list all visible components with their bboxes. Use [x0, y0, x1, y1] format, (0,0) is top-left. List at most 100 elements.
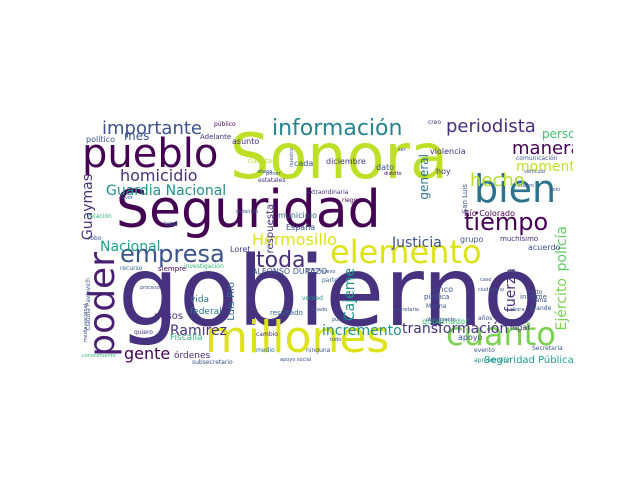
cloud-word: Luis Río [226, 282, 237, 321]
cloud-word: medio [256, 347, 275, 354]
cloud-word: Guaymas [80, 174, 96, 241]
cloud-word: años [478, 315, 493, 322]
cloud-word: secretaria [394, 307, 419, 313]
cloud-word: asunto [232, 137, 260, 146]
cloud-word: apoyo [458, 333, 483, 342]
cloud-word: cambio [256, 331, 278, 338]
cloud-word: ALFONSO DURAZO [252, 267, 328, 276]
cloud-word: grupo [460, 235, 484, 244]
cloud-word: evento [474, 347, 495, 354]
cloud-word: visto [528, 289, 543, 296]
cloud-word: Guardia Nacional [106, 183, 227, 199]
cloud-word: general [417, 154, 431, 200]
cloud-word: diciembre [326, 157, 366, 166]
cloud-word: homicidio [120, 166, 198, 185]
cloud-word: momento [516, 159, 573, 175]
cloud-word: gana [532, 297, 547, 304]
cloud-word: empresa [120, 240, 225, 268]
cloud-word: transformación [402, 321, 509, 337]
cloud-word: Adelante [200, 133, 232, 141]
cloud-word: apoyo social [280, 357, 312, 363]
cloud-word: Hermosillo [252, 230, 338, 249]
cloud-word: hecho [470, 170, 525, 191]
cloud-word: enero [306, 267, 321, 273]
cloud-word: ciudadano [478, 287, 505, 293]
cloud-word: verdad [302, 295, 323, 302]
cloud-word: pueblo [82, 131, 219, 177]
cloud-word: ahora [510, 307, 525, 313]
cloud-word: extraordinaria [306, 189, 349, 196]
cloud-word: dato [376, 163, 395, 172]
cloud-word: Nacional [100, 239, 161, 255]
cloud-word: respuesta [265, 204, 276, 254]
cloud-word: gobierno [118, 236, 542, 348]
cloud-word: grande [530, 305, 552, 312]
cloud-word: vida [190, 295, 210, 305]
cloud-word: detenido [236, 209, 259, 215]
cloud-word: acuerdo [528, 243, 561, 252]
cloud-word: bien [474, 167, 557, 211]
cloud-word: España [286, 223, 316, 232]
cloud-word: aprehensión [474, 357, 512, 364]
cloud-word: pública [424, 293, 450, 301]
cloud-word: tiempo [464, 208, 549, 236]
cloud-word: recurso [120, 265, 143, 272]
cloud-word: total [164, 221, 178, 228]
cloud-word: obviamente [426, 317, 456, 323]
cloud-word: público [214, 121, 236, 128]
cloud-word: San Luis [461, 184, 469, 214]
cloud-word: Loret [230, 245, 251, 254]
cloud-word: cada [294, 159, 314, 168]
cloud-word: fuerza [503, 268, 519, 313]
cloud-word: periodista [446, 118, 536, 137]
cloud-word: ser [398, 147, 406, 153]
cloud-word: nuevo [320, 269, 336, 275]
cloud-word: toda [256, 248, 306, 273]
cloud-word: cinco [432, 285, 453, 294]
cloud-word: etapa [258, 169, 273, 175]
cloud-word: muchísimo [500, 235, 539, 243]
cloud-word: Ejército [554, 278, 570, 331]
cloud-word: quiero [134, 329, 153, 336]
cloud-word: federal [190, 307, 222, 317]
cloud-word: Seguridad [116, 180, 381, 240]
cloud-word: resultado [270, 309, 303, 317]
cloud-word: conocimiento [82, 353, 116, 359]
cloud-word: Ramírez [170, 323, 227, 339]
cloud-word: hoy [436, 167, 451, 176]
cloud-word: comunicación [516, 155, 558, 162]
cloud-word: Secretaría [532, 345, 563, 352]
cloud-word: municipio [278, 211, 317, 220]
cloud-word: incremento [322, 323, 402, 339]
cloud-word: gente [124, 344, 171, 363]
cloud-word: persona [542, 127, 573, 141]
cloud-word: cuanto [446, 315, 556, 353]
cloud-word: poner [266, 171, 281, 177]
cloud-word: Cajeme [342, 268, 358, 322]
cloud-word: Río Colorado [464, 209, 515, 218]
cloud-word: gobernador [422, 317, 469, 326]
cloud-word: Seguridad Pública [484, 355, 573, 366]
cloud-word: cuatro [518, 183, 534, 189]
cloud-word: pesos [154, 311, 184, 322]
cloud-word: proceso [140, 285, 160, 291]
cloud-word: solo [550, 187, 561, 193]
cloud-word: manera [512, 138, 573, 159]
cloud-word: Fiscalía [170, 333, 203, 343]
cloud-word: informe [520, 293, 548, 301]
cloud-word: creo [428, 119, 441, 126]
cloud-word: puedo [332, 317, 348, 323]
cloud-word: favor [120, 195, 133, 201]
cloud-word: político [86, 135, 116, 144]
cloud-word: siempre [158, 265, 187, 273]
cloud-word: nuestro [289, 148, 295, 167]
cloud-word: parte [322, 277, 338, 284]
cloud-word: caso [480, 277, 492, 283]
cloud-word: lugar [510, 323, 531, 332]
cloud-word: Justicia [392, 235, 442, 251]
cloud-word: Marina [426, 303, 447, 310]
cloud-word: información [272, 118, 403, 141]
cloud-word: ninguna [306, 347, 331, 354]
cloud-word: robo [88, 235, 102, 242]
